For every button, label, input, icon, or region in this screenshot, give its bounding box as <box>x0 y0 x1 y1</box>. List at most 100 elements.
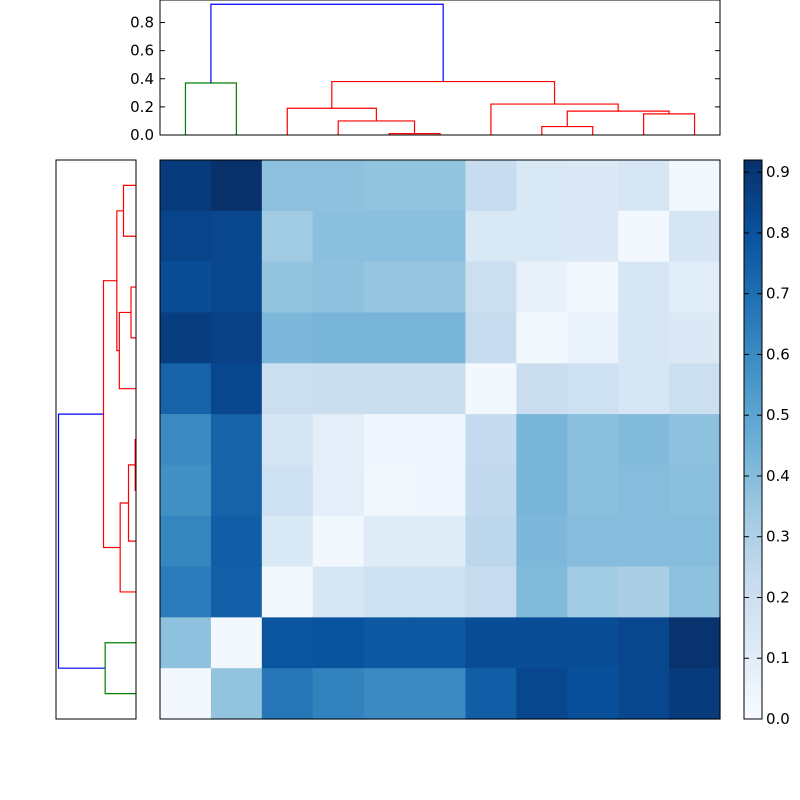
heatmap-cell <box>363 160 416 212</box>
top-dendrogram-link <box>210 3 444 83</box>
heatmap-cell <box>261 210 314 263</box>
heatmap-cell <box>567 566 619 618</box>
heatmap-cell <box>669 160 721 212</box>
heatmap-cell <box>618 363 670 415</box>
heatmap-cell <box>414 414 467 466</box>
heatmap-cell <box>516 261 568 314</box>
top-dendrogram-link <box>184 82 237 135</box>
heatmap-cell <box>160 617 212 669</box>
heatmap-cell <box>363 668 416 720</box>
heatmap-cell <box>516 617 568 669</box>
heatmap-cell <box>160 515 212 568</box>
left-dendrogram-links <box>57 184 136 695</box>
heatmap-cell <box>465 515 517 568</box>
top-y-tick-label: 0.2 <box>130 98 154 116</box>
heatmap-cell <box>516 668 568 720</box>
left-dendrogram-link <box>57 413 106 669</box>
heatmap-cell <box>567 312 619 364</box>
heatmap-cell <box>567 210 619 263</box>
left-dendrogram-link <box>104 642 136 695</box>
heatmap-cell <box>363 261 416 314</box>
heatmap-cell <box>465 363 517 415</box>
heatmap-cell <box>465 261 517 314</box>
heatmap-cell <box>414 617 467 669</box>
colorbar-ticks: 0.0 0.1 0.2 0.3 0.4 0.5 0.6 0.7 0.8 0.9 <box>744 163 790 728</box>
colorbar-tick-label: 0.7 <box>766 285 790 303</box>
heatmap-cell <box>516 414 568 466</box>
heatmap-cell <box>210 668 263 720</box>
top-dendrogram-link <box>490 103 619 135</box>
heatmap-cell <box>516 566 568 618</box>
heatmap-cell <box>160 668 212 720</box>
heatmap-cell <box>414 363 467 415</box>
heatmap-cell <box>516 363 568 415</box>
heatmap-cell <box>312 566 365 618</box>
heatmap-cell <box>669 312 721 364</box>
top-dendrogram-y-axis: 0.0 0.2 0.4 0.6 0.8 <box>130 14 720 144</box>
heatmap-cell <box>261 668 314 720</box>
heatmap-cell <box>160 160 212 212</box>
heatmap-cell <box>160 312 212 364</box>
heatmap-cell <box>516 160 568 212</box>
heatmap-cell <box>312 312 365 364</box>
colorbar-tick-label: 0.3 <box>766 528 790 546</box>
heatmap-cell <box>261 363 314 415</box>
heatmap-cell <box>465 566 517 618</box>
heatmap-cell <box>363 210 416 263</box>
left-dendrogram-frame <box>55 159 137 720</box>
heatmap-cell <box>669 261 721 314</box>
heatmap-cell <box>414 515 467 568</box>
heatmap-cell <box>669 414 721 466</box>
heatmap-cell <box>210 464 263 517</box>
heatmap-cell <box>210 515 263 568</box>
heatmap-cell <box>567 363 619 415</box>
heatmap-cell <box>312 414 365 466</box>
heatmap-cell <box>261 515 314 568</box>
top-dendrogram-frame <box>159 0 721 136</box>
heatmap-cell <box>567 464 619 517</box>
top-y-tick-label: 0.0 <box>130 126 154 144</box>
heatmap-cell <box>669 363 721 415</box>
heatmap-cell <box>363 617 416 669</box>
heatmap-cell <box>414 566 467 618</box>
heatmap-cell <box>210 617 263 669</box>
heatmap-cell <box>210 160 263 212</box>
heatmap-cells <box>160 160 721 720</box>
heatmap-cell <box>261 414 314 466</box>
heatmap-cell <box>210 414 263 466</box>
heatmap-cell <box>414 668 467 720</box>
heatmap-cell <box>567 668 619 720</box>
heatmap-cell <box>567 414 619 466</box>
heatmap-cell <box>669 515 721 568</box>
heatmap-cell <box>669 566 721 618</box>
heatmap-cell <box>618 515 670 568</box>
heatmap-cell <box>160 414 212 466</box>
top-y-tick-label: 0.8 <box>130 14 154 32</box>
top-dendrogram-link <box>566 110 670 127</box>
colorbar-tick-label: 0.1 <box>766 649 790 667</box>
heatmap-cell <box>160 464 212 517</box>
heatmap-cell <box>160 566 212 618</box>
colorbar-tick-label: 0.4 <box>766 467 790 485</box>
heatmap-cell <box>261 261 314 314</box>
top-dendrogram-link <box>337 120 416 135</box>
heatmap-cell <box>516 312 568 364</box>
heatmap-cell <box>210 312 263 364</box>
heatmap-cell <box>669 668 721 720</box>
colorbar: 0.0 0.1 0.2 0.3 0.4 0.5 0.6 0.7 0.8 0.9 <box>743 159 790 728</box>
heatmap-cell <box>312 160 365 212</box>
heatmap-cell <box>465 617 517 669</box>
heatmap-cell <box>312 515 365 568</box>
left-dendrogram-panel <box>55 159 137 720</box>
heatmap-cell <box>363 363 416 415</box>
heatmap-cell <box>312 261 365 314</box>
top-dendrogram-link <box>541 125 594 135</box>
heatmap-cell <box>414 160 467 212</box>
heatmap-cell <box>312 617 365 669</box>
heatmap-cell <box>210 210 263 263</box>
heatmap-cell <box>567 160 619 212</box>
heatmap-cell <box>465 414 517 466</box>
heatmap-cell <box>363 414 416 466</box>
heatmap-cell <box>669 617 721 669</box>
